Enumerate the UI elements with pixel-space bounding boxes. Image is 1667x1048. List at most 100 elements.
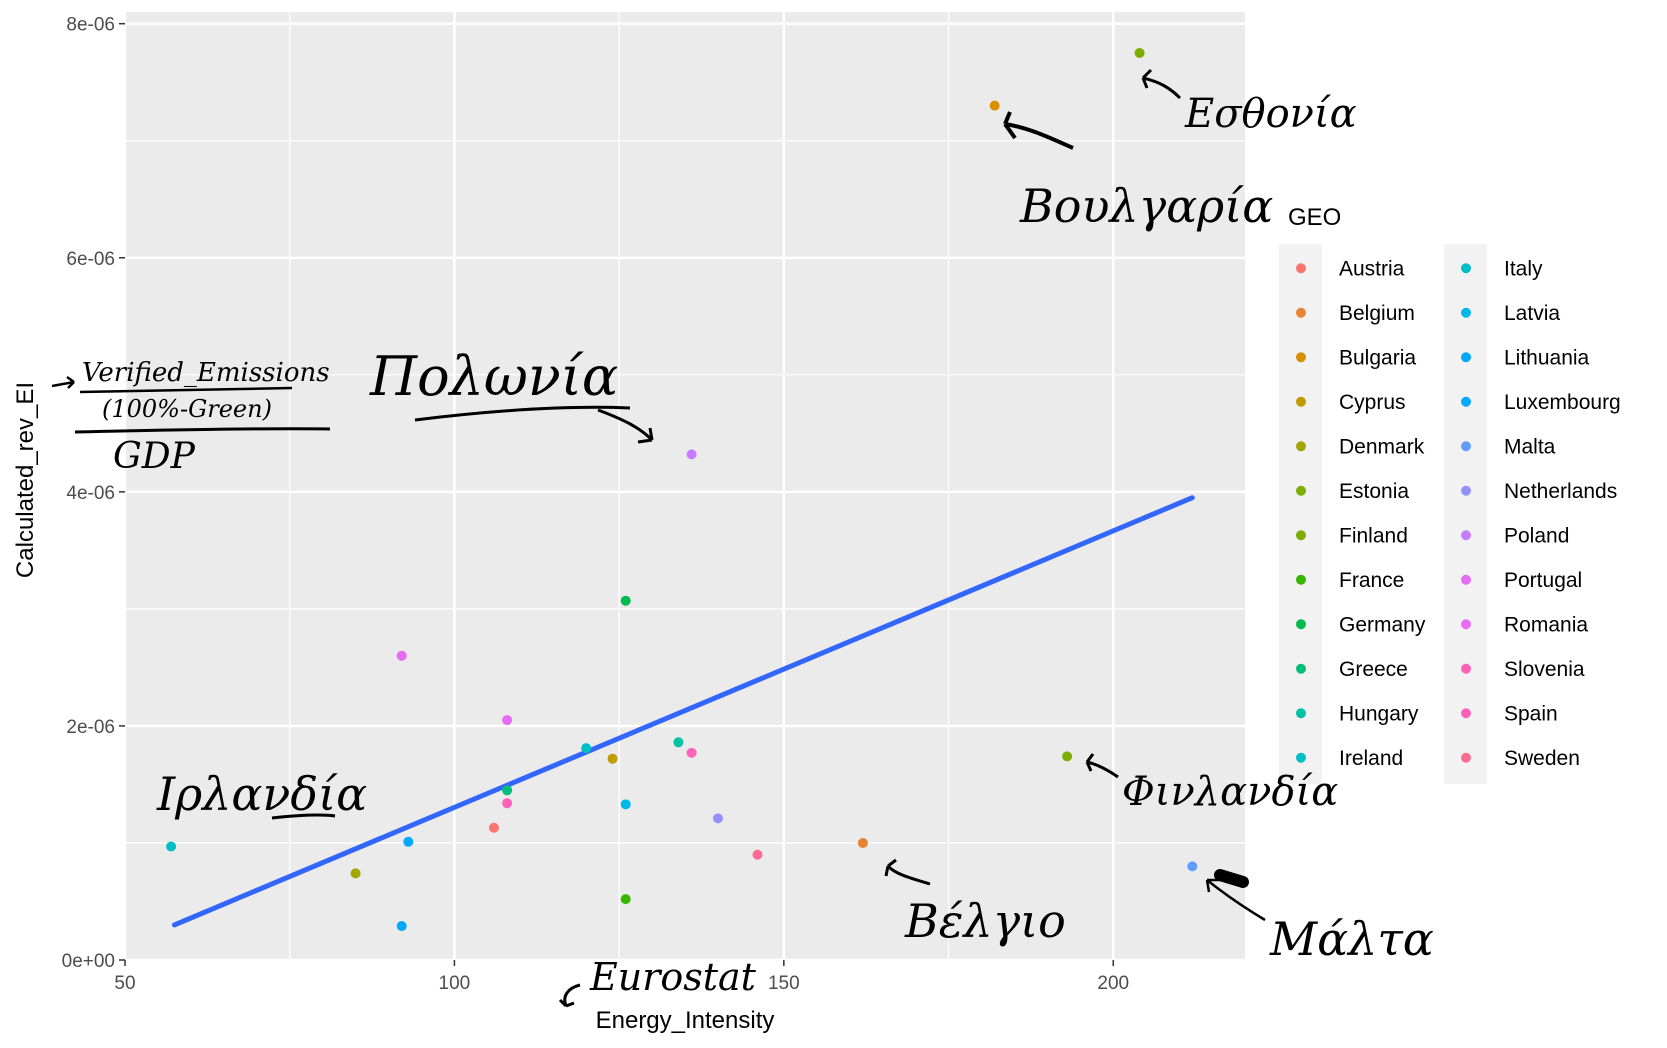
legend-label-hungary: Hungary: [1339, 702, 1419, 725]
point-germany: [620, 595, 631, 606]
legend-label-netherlands: Netherlands: [1504, 480, 1617, 503]
legend-label-malta: Malta: [1504, 435, 1556, 458]
legend-key-slovenia: [1461, 663, 1471, 674]
legend-label-luxembourg: Luxembourg: [1504, 391, 1621, 414]
point-austria: [488, 822, 499, 833]
legend-label-latvia: Latvia: [1504, 302, 1560, 325]
point-hungary: [673, 737, 684, 748]
legend-key-greece: [1296, 663, 1306, 674]
formula-fraction-bar: [74, 427, 331, 434]
legend-key-france: [1296, 574, 1306, 585]
legend-key-estonia: [1296, 485, 1306, 496]
legend-key-italy: [1461, 263, 1471, 274]
trend-line-group: [171, 495, 1195, 928]
legend-key-finland: [1296, 530, 1306, 541]
legend-label-poland: Poland: [1504, 524, 1569, 547]
legend-label-lithuania: Lithuania: [1504, 346, 1590, 369]
point-finland: [1062, 751, 1073, 762]
formula-arrow: [51, 375, 75, 389]
point-lithuania: [403, 836, 414, 847]
point-slovenia: [686, 747, 697, 758]
underline-poland: [414, 405, 631, 422]
legend-key-portugal: [1461, 574, 1471, 585]
point-poland: [686, 449, 697, 460]
grid-lines: [123, 12, 1245, 962]
legend-column-bg: [1444, 244, 1487, 784]
point-sweden: [752, 849, 763, 860]
point-malta: [1187, 861, 1198, 872]
annotation-belgium: Βέλγιο: [904, 894, 1066, 948]
trend-line: [171, 495, 1195, 928]
legend-label-slovenia: Slovenia: [1504, 658, 1585, 681]
y-tick-label: 4e-06: [66, 483, 115, 504]
legend-key-romania: [1461, 619, 1471, 630]
legend-title: GEO: [1288, 204, 1341, 231]
legend-key-luxembourg: [1461, 396, 1471, 407]
underline-ireland: [271, 813, 336, 820]
y-tick-label: 2e-06: [66, 717, 115, 738]
legend-label-italy: Italy: [1504, 257, 1543, 280]
x-tick-label: 200: [1097, 973, 1129, 994]
legend-key-denmark: [1296, 441, 1306, 452]
point-luxembourg: [396, 921, 407, 932]
legend-key-sweden: [1461, 752, 1471, 763]
formula-denominator: GDP: [113, 436, 196, 477]
legend-key-netherlands: [1461, 485, 1471, 496]
legend-key-belgium: [1296, 307, 1306, 318]
point-ireland: [166, 841, 177, 852]
legend-label-portugal: Portugal: [1504, 569, 1582, 592]
legend-label-cyprus: Cyprus: [1339, 391, 1406, 414]
point-bulgaria: [989, 100, 1000, 111]
legend-key-bulgaria: [1296, 352, 1306, 363]
arrow-bulgaria: [1003, 111, 1074, 150]
x-axis-title: Energy_Intensity: [596, 1007, 775, 1034]
legend-key-poland: [1461, 530, 1471, 541]
point-belgium: [857, 837, 868, 848]
formula-num-underline: [79, 386, 293, 394]
legend-key-malta: [1461, 441, 1471, 452]
axis-ticks: 50 100 150 200 0e+00 2e-06 4e-06 6e-06 8e-06: [62, 15, 1129, 994]
data-points: [166, 47, 1198, 932]
arrow-malta: [1205, 878, 1266, 922]
legend-label-greece: Greece: [1339, 658, 1408, 681]
legend-key-lithuania: [1461, 352, 1471, 363]
y-tick-label: 6e-06: [66, 249, 115, 270]
formula-numerator: Verified_Emissions: [82, 358, 330, 388]
point-france: [620, 894, 631, 905]
legend-key-hungary: [1296, 708, 1306, 719]
legend-label-ireland: Ireland: [1339, 747, 1403, 770]
x-tick-label: 100: [439, 973, 471, 994]
legend-label-denmark: Denmark: [1339, 435, 1425, 458]
annotations: Εσθονία Βουλγαρία Πολωνία Ιρλανδία Φινλα…: [51, 68, 1434, 1008]
point-spain: [502, 798, 513, 809]
legend-label-sweden: Sweden: [1504, 747, 1580, 770]
y-axis-title: Calculated_rev_EI: [12, 382, 39, 578]
legend-label-romania: Romania: [1504, 613, 1588, 636]
formula-subterm: (100%-Green): [102, 395, 272, 423]
point-denmark: [350, 868, 361, 879]
legend-key-germany: [1296, 619, 1306, 630]
mark-malta: [1214, 869, 1249, 888]
annotation-eurostat: Eurostat: [589, 955, 757, 999]
arrow-estonia: [1141, 68, 1182, 100]
y-tick-label: 0e+00: [62, 951, 115, 972]
legend: GEO Austria Belgium Bulgaria Cyprus Denmark E…: [1279, 204, 1621, 784]
x-tick-label: 50: [114, 973, 135, 994]
point-romania: [396, 650, 407, 661]
panel-background: [125, 12, 1245, 960]
legend-key-austria: [1296, 263, 1306, 274]
y-tick-label: 8e-06: [66, 15, 115, 36]
point-cyprus: [607, 753, 618, 764]
legend-label-finland: Finland: [1339, 524, 1408, 547]
point-netherlands: [712, 813, 723, 824]
arrow-poland: [597, 408, 654, 444]
legend-label-bulgaria: Bulgaria: [1339, 346, 1416, 369]
point-greece: [502, 785, 513, 796]
legend-key-ireland: [1296, 752, 1306, 763]
legend-key-latvia: [1461, 307, 1471, 318]
arrow-belgium: [884, 858, 931, 886]
legend-column-bg: [1279, 244, 1322, 784]
annotation-estonia: Εσθονία: [1184, 91, 1357, 137]
legend-label-estonia: Estonia: [1339, 480, 1409, 503]
arrow-eurostat: [558, 983, 581, 1008]
